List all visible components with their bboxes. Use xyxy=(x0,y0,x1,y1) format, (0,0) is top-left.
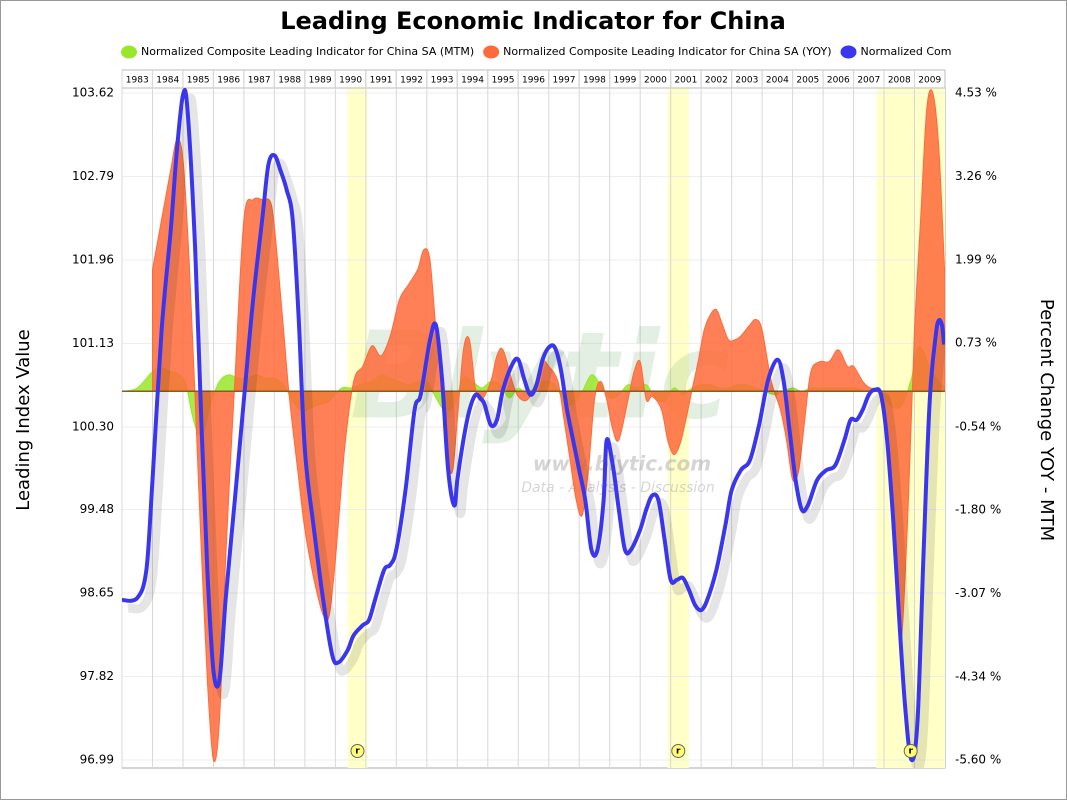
x-tick-label: 2001 xyxy=(674,76,697,86)
x-tick-label: 2000 xyxy=(644,76,667,86)
y-tick-label: 97.82 xyxy=(80,669,114,683)
x-tick-label: 2008 xyxy=(888,76,911,86)
recession-marker xyxy=(671,744,686,758)
y2-tick-label: 0.73 % xyxy=(955,336,997,350)
legend-swatch xyxy=(483,45,500,59)
x-tick-label: 1987 xyxy=(248,76,271,86)
x-tick-label: 2007 xyxy=(857,76,880,86)
chart-title: Leading Economic Indicator for China xyxy=(280,7,786,35)
recession-marker xyxy=(903,744,918,758)
x-tick-label: 2006 xyxy=(827,76,850,86)
x-tick-label: 1990 xyxy=(339,76,362,86)
x-tick-label: 2004 xyxy=(766,76,789,86)
recession-marker xyxy=(350,744,365,758)
recession-label: r xyxy=(355,747,360,757)
x-tick-label: 1983 xyxy=(126,76,149,86)
x-tick-label: 1991 xyxy=(370,76,393,86)
x-tick-label: 1993 xyxy=(431,76,454,86)
recession-label: r xyxy=(908,747,913,757)
x-tick-label: 1985 xyxy=(187,76,210,86)
line xyxy=(122,88,945,763)
x-tick-label: 1984 xyxy=(156,76,179,86)
y2-tick-label: 4.53 % xyxy=(955,86,997,100)
y2-tick-label: -1.80 % xyxy=(955,502,1001,516)
x-tick-label: 2003 xyxy=(735,76,758,86)
y-tick-label: 102.79 xyxy=(72,169,114,183)
x-tick-label: 1994 xyxy=(461,76,484,86)
x-tick-label: 1998 xyxy=(583,76,606,86)
x-tick-label: 1995 xyxy=(492,76,515,86)
y-axis-label: Leading Index Value xyxy=(13,329,34,511)
recession-label: r xyxy=(676,747,681,757)
y2-tick-label: -5.60 % xyxy=(955,753,1001,767)
legend-label: Normalized Com xyxy=(861,45,952,58)
x-tick-label: 1996 xyxy=(522,76,545,86)
legend-swatch xyxy=(121,45,137,59)
legend-label: Normalized Composite Leading Indicator f… xyxy=(141,45,474,58)
y-tick-label: 96.99 xyxy=(80,753,114,767)
x-tick-label: 1989 xyxy=(309,76,332,86)
x-tick-label: 1992 xyxy=(400,76,423,86)
plot-area xyxy=(121,69,946,769)
x-tick-label: 1997 xyxy=(553,76,576,86)
x-tick-label: 1986 xyxy=(217,76,240,86)
x-tick-label: 2002 xyxy=(705,76,728,86)
y-tick-label: 101.13 xyxy=(72,336,114,350)
y-tick-label: 100.30 xyxy=(72,420,114,434)
x-tick-label: 1988 xyxy=(278,76,301,86)
y2-tick-label: -3.07 % xyxy=(955,586,1001,600)
x-tick-label: 2009 xyxy=(918,76,941,86)
area xyxy=(152,89,945,763)
recession-band xyxy=(347,88,368,768)
series-group xyxy=(122,88,945,768)
legend-label: Normalized Composite Leading Indicator f… xyxy=(503,45,831,58)
x-tick-label: 1999 xyxy=(613,76,636,86)
y-tick-label: 103.62 xyxy=(72,86,114,100)
y-tick-label: 98.65 xyxy=(80,585,114,599)
y-tick-label: 101.96 xyxy=(72,253,114,267)
y-tick-label: 99.48 xyxy=(80,502,114,516)
y2-tick-label: -4.34 % xyxy=(955,670,1001,684)
watermark-url: www.blytic.com xyxy=(533,452,711,476)
legend-swatch xyxy=(840,45,857,59)
y2-tick-label: 3.26 % xyxy=(955,169,997,183)
x-tick-label: 2005 xyxy=(796,76,819,86)
line-shadow xyxy=(127,93,945,768)
y2-axis-label: Percent Change YOY - MTM xyxy=(1036,299,1057,541)
y2-tick-label: 1.99 % xyxy=(955,253,997,267)
y2-tick-label: -0.54 % xyxy=(955,419,1001,433)
